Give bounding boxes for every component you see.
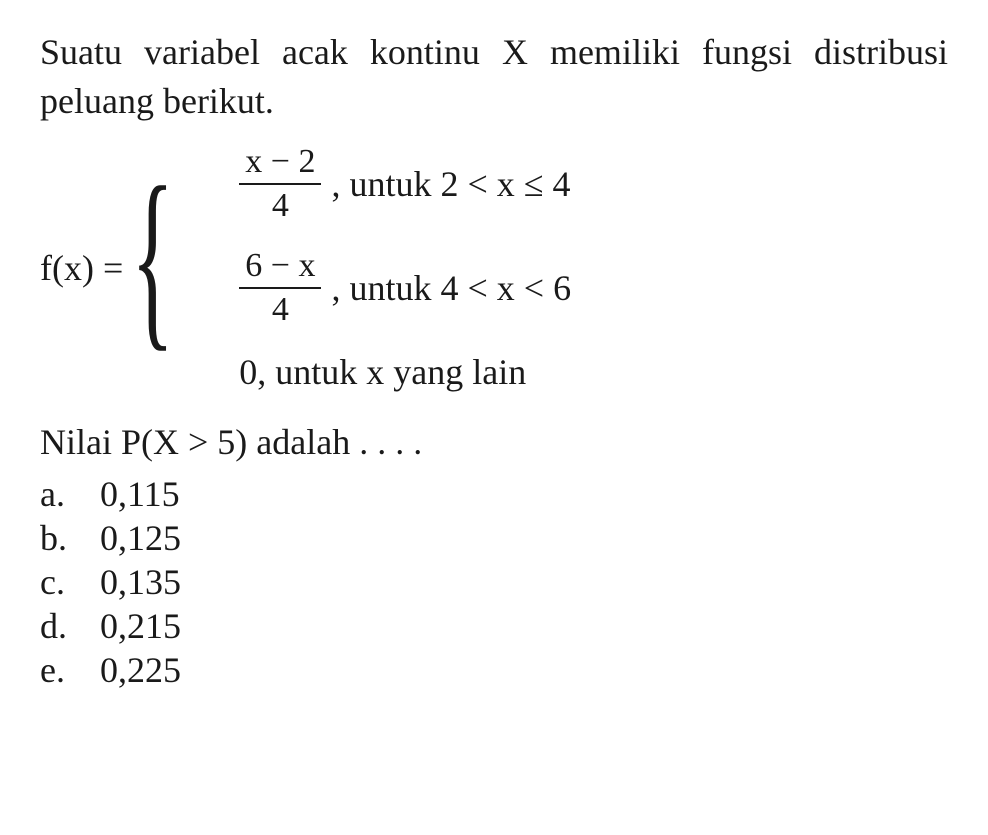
case-2-fraction: 6 − x 4 [239,247,321,329]
cases-list: x − 2 4 , untuk 2 < x ≤ 4 6 − x 4 , untu… [239,143,571,393]
option-e: e. 0,225 [40,649,948,691]
option-a: a. 0,115 [40,473,948,515]
case-3: 0, untuk x yang lain [239,351,571,393]
option-e-value: 0,225 [100,649,948,691]
case-2-denominator: 4 [272,289,289,329]
curly-brace-icon: { [131,183,174,353]
case-1-denominator: 4 [272,185,289,225]
case-1-numerator: x − 2 [239,143,321,185]
answer-options: a. 0,115 b. 0,125 c. 0,135 d. 0,215 e. 0… [40,473,948,691]
option-d-letter: d. [40,605,100,647]
function-lhs: f(x) = [40,247,123,289]
case-2: 6 − x 4 , untuk 4 < x < 6 [239,247,571,329]
case-1: x − 2 4 , untuk 2 < x ≤ 4 [239,143,571,225]
case-1-condition: , untuk 2 < x ≤ 4 [331,163,570,205]
case-3-plain: 0, untuk x yang lain [239,351,526,393]
question-prompt: Nilai P(X > 5) adalah . . . . [40,421,948,463]
option-b-value: 0,125 [100,517,948,559]
brace-cases: { x − 2 4 , untuk 2 < x ≤ 4 6 − x 4 , un… [131,143,571,393]
option-c-value: 0,135 [100,561,948,603]
piecewise-function: f(x) = { x − 2 4 , untuk 2 < x ≤ 4 6 − x… [40,143,948,393]
option-c-letter: c. [40,561,100,603]
case-2-numerator: 6 − x [239,247,321,289]
case-1-fraction: x − 2 4 [239,143,321,225]
option-a-value: 0,115 [100,473,948,515]
case-2-condition: , untuk 4 < x < 6 [331,267,571,309]
option-b-letter: b. [40,517,100,559]
option-a-letter: a. [40,473,100,515]
option-d: d. 0,215 [40,605,948,647]
option-e-letter: e. [40,649,100,691]
option-d-value: 0,215 [100,605,948,647]
question-intro: Suatu variabel acak kontinu X memiliki f… [40,28,948,125]
option-b: b. 0,125 [40,517,948,559]
option-c: c. 0,135 [40,561,948,603]
